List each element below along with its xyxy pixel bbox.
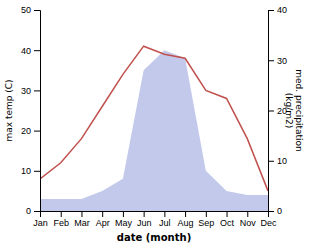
x-tick-label: Dec	[260, 218, 277, 228]
y2-tick-mark	[268, 60, 274, 61]
y2-tick: 10	[268, 156, 287, 166]
chart: JanFebMarAprMayJunJulAugSepOctNovDec0102…	[0, 0, 318, 247]
y2-tick-mark	[268, 111, 274, 112]
y-tick-mark	[34, 10, 40, 11]
y-tick-mark	[34, 211, 40, 212]
x-axis-line	[41, 212, 269, 218]
y-tick-label: 0	[26, 206, 31, 216]
y-tick-mark	[34, 171, 40, 172]
y-axis: 0 10 20 30 40 50	[21, 5, 41, 216]
x-axis: Jan Feb Mar Apr May Jun Jul Aug Sep Oct NovDec	[33, 211, 277, 228]
x-tick-label: Mar	[74, 218, 90, 228]
x-tick-mark	[206, 211, 207, 217]
y-tick: 40	[21, 46, 40, 56]
x-tick-label: Feb	[53, 218, 69, 228]
y2-axis-title-line: (kg/m2)	[284, 93, 294, 128]
x-tick-mark	[102, 211, 103, 217]
y-tick: 0	[26, 206, 40, 216]
x-axis-title: date (month)	[117, 232, 191, 243]
y-tick: 20	[21, 126, 40, 136]
y2-tick: 30	[268, 56, 287, 66]
y-tick-mark	[34, 131, 40, 132]
y2-axis-line	[269, 11, 275, 212]
y2-tick-label: 40	[277, 5, 287, 15]
x-tick: Jun	[137, 211, 152, 228]
y-tick: 30	[21, 86, 40, 96]
y-tick-label: 40	[21, 46, 31, 56]
x-tick-label: May	[115, 218, 133, 228]
x-tick-mark	[81, 211, 82, 217]
y-tick-mark	[34, 50, 40, 51]
y-tick: 10	[21, 166, 40, 176]
x-tick-mark	[185, 211, 186, 217]
marks	[40, 46, 268, 211]
y2-tick-label: 30	[277, 56, 287, 66]
x-tick-label: Aug	[178, 218, 194, 228]
x-tick: Aug	[178, 211, 194, 228]
y-tick-label: 10	[21, 166, 31, 176]
x-tick-label: Sep	[198, 218, 214, 228]
x-tick-mark	[123, 211, 124, 217]
temperature-line	[40, 46, 268, 191]
x-tick: May	[115, 211, 133, 228]
x-tick-label: Jul	[159, 218, 171, 228]
x-tick-mark	[247, 211, 248, 217]
x-tick-mark	[227, 211, 228, 217]
x-tick: Nov	[240, 211, 257, 228]
y2-tick: 40	[268, 5, 287, 15]
y-axis-title: max temp (C)	[4, 79, 14, 141]
y2-axis-title: med. precipitation(kg/m2)	[284, 69, 304, 151]
x-tick: Mar	[74, 211, 90, 228]
y-tick-label: 50	[21, 5, 31, 15]
x-tick-mark	[144, 211, 145, 217]
precipitation-area	[40, 50, 268, 211]
x-tick: Jan	[33, 211, 48, 228]
y-tick-label: 20	[21, 126, 31, 136]
y2-tick-mark	[268, 161, 274, 162]
y2-tick: 0	[268, 206, 282, 216]
y2-tick-mark	[268, 211, 274, 212]
x-tick-label: Apr	[96, 218, 110, 228]
x-tick-mark	[61, 211, 62, 217]
x-tick: Jul	[159, 211, 171, 228]
x-tick-label: Nov	[240, 218, 257, 228]
y-tick-mark	[34, 90, 40, 91]
x-tick-mark	[164, 211, 165, 217]
y2-tick-label: 0	[277, 206, 282, 216]
y-tick-label: 30	[21, 86, 31, 96]
y-axis-line	[34, 11, 41, 212]
y-tick: 50	[21, 5, 40, 15]
x-tick-label: Oct	[220, 218, 235, 228]
x-tick-label: Jun	[137, 218, 152, 228]
x-tick: Dec	[260, 211, 277, 228]
y2-axis-title-line: med. precipitation	[294, 69, 304, 151]
plot: JanFebMarAprMayJunJulAugSepOctNovDec0102…	[4, 5, 304, 243]
x-tick: Oct	[220, 211, 235, 228]
x-tick-label: Jan	[33, 218, 48, 228]
x-tick: Feb	[53, 211, 69, 228]
y2-tick-label: 10	[277, 156, 287, 166]
y2-tick-mark	[268, 10, 274, 11]
x-tick: Sep	[198, 211, 214, 228]
x-tick: Apr	[96, 211, 110, 228]
